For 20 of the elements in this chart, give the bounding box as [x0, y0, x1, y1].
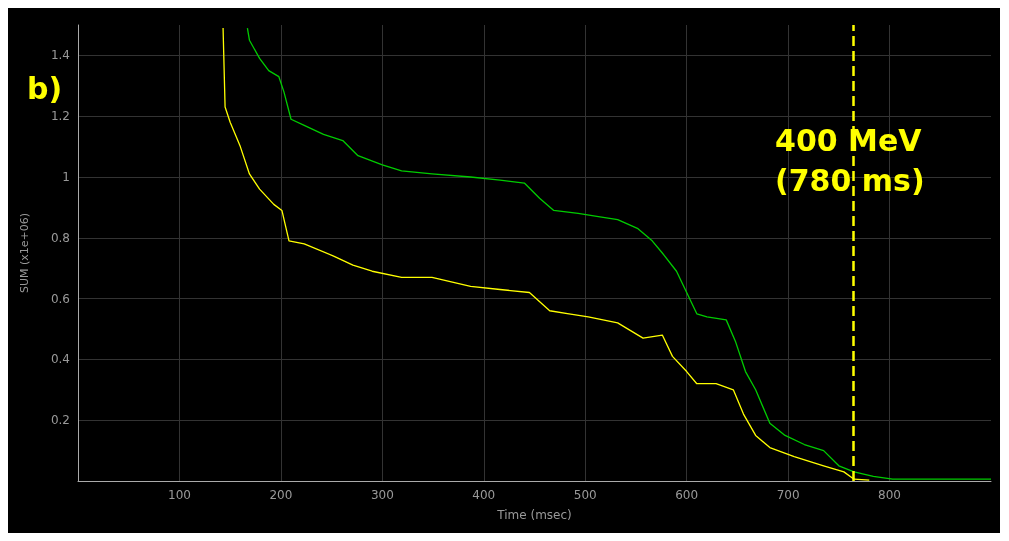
y-tick-label: 1.2: [50, 109, 70, 124]
ref-line-label: 400 MeV (780 ms): [775, 122, 932, 198]
y-axis-title: SUM (x1e+06): [18, 212, 31, 294]
x-tick-label: 300: [370, 488, 394, 502]
x-tick-label: 600: [675, 488, 699, 502]
x-tick-label: 400: [472, 488, 496, 502]
line-series: [246, 27, 992, 480]
y-tick-label: 1.4: [50, 48, 70, 63]
y-tick-label: 0.8: [50, 230, 70, 245]
x-tick-label: 100: [167, 488, 191, 502]
y-tick-label: 0.6: [50, 291, 70, 306]
x-tick-label: 800: [878, 488, 902, 502]
x-tick-label: 200: [269, 488, 293, 502]
y-tick-label: 1: [62, 170, 70, 184]
x-axis-title: Time (msec): [496, 508, 572, 522]
text: b): [27, 70, 63, 106]
y-tick-label: 0.2: [50, 413, 70, 428]
x-tick-label: 500: [573, 488, 597, 502]
y-tick-label: 0.4: [50, 352, 70, 367]
x-tick-label: 700: [776, 488, 800, 502]
